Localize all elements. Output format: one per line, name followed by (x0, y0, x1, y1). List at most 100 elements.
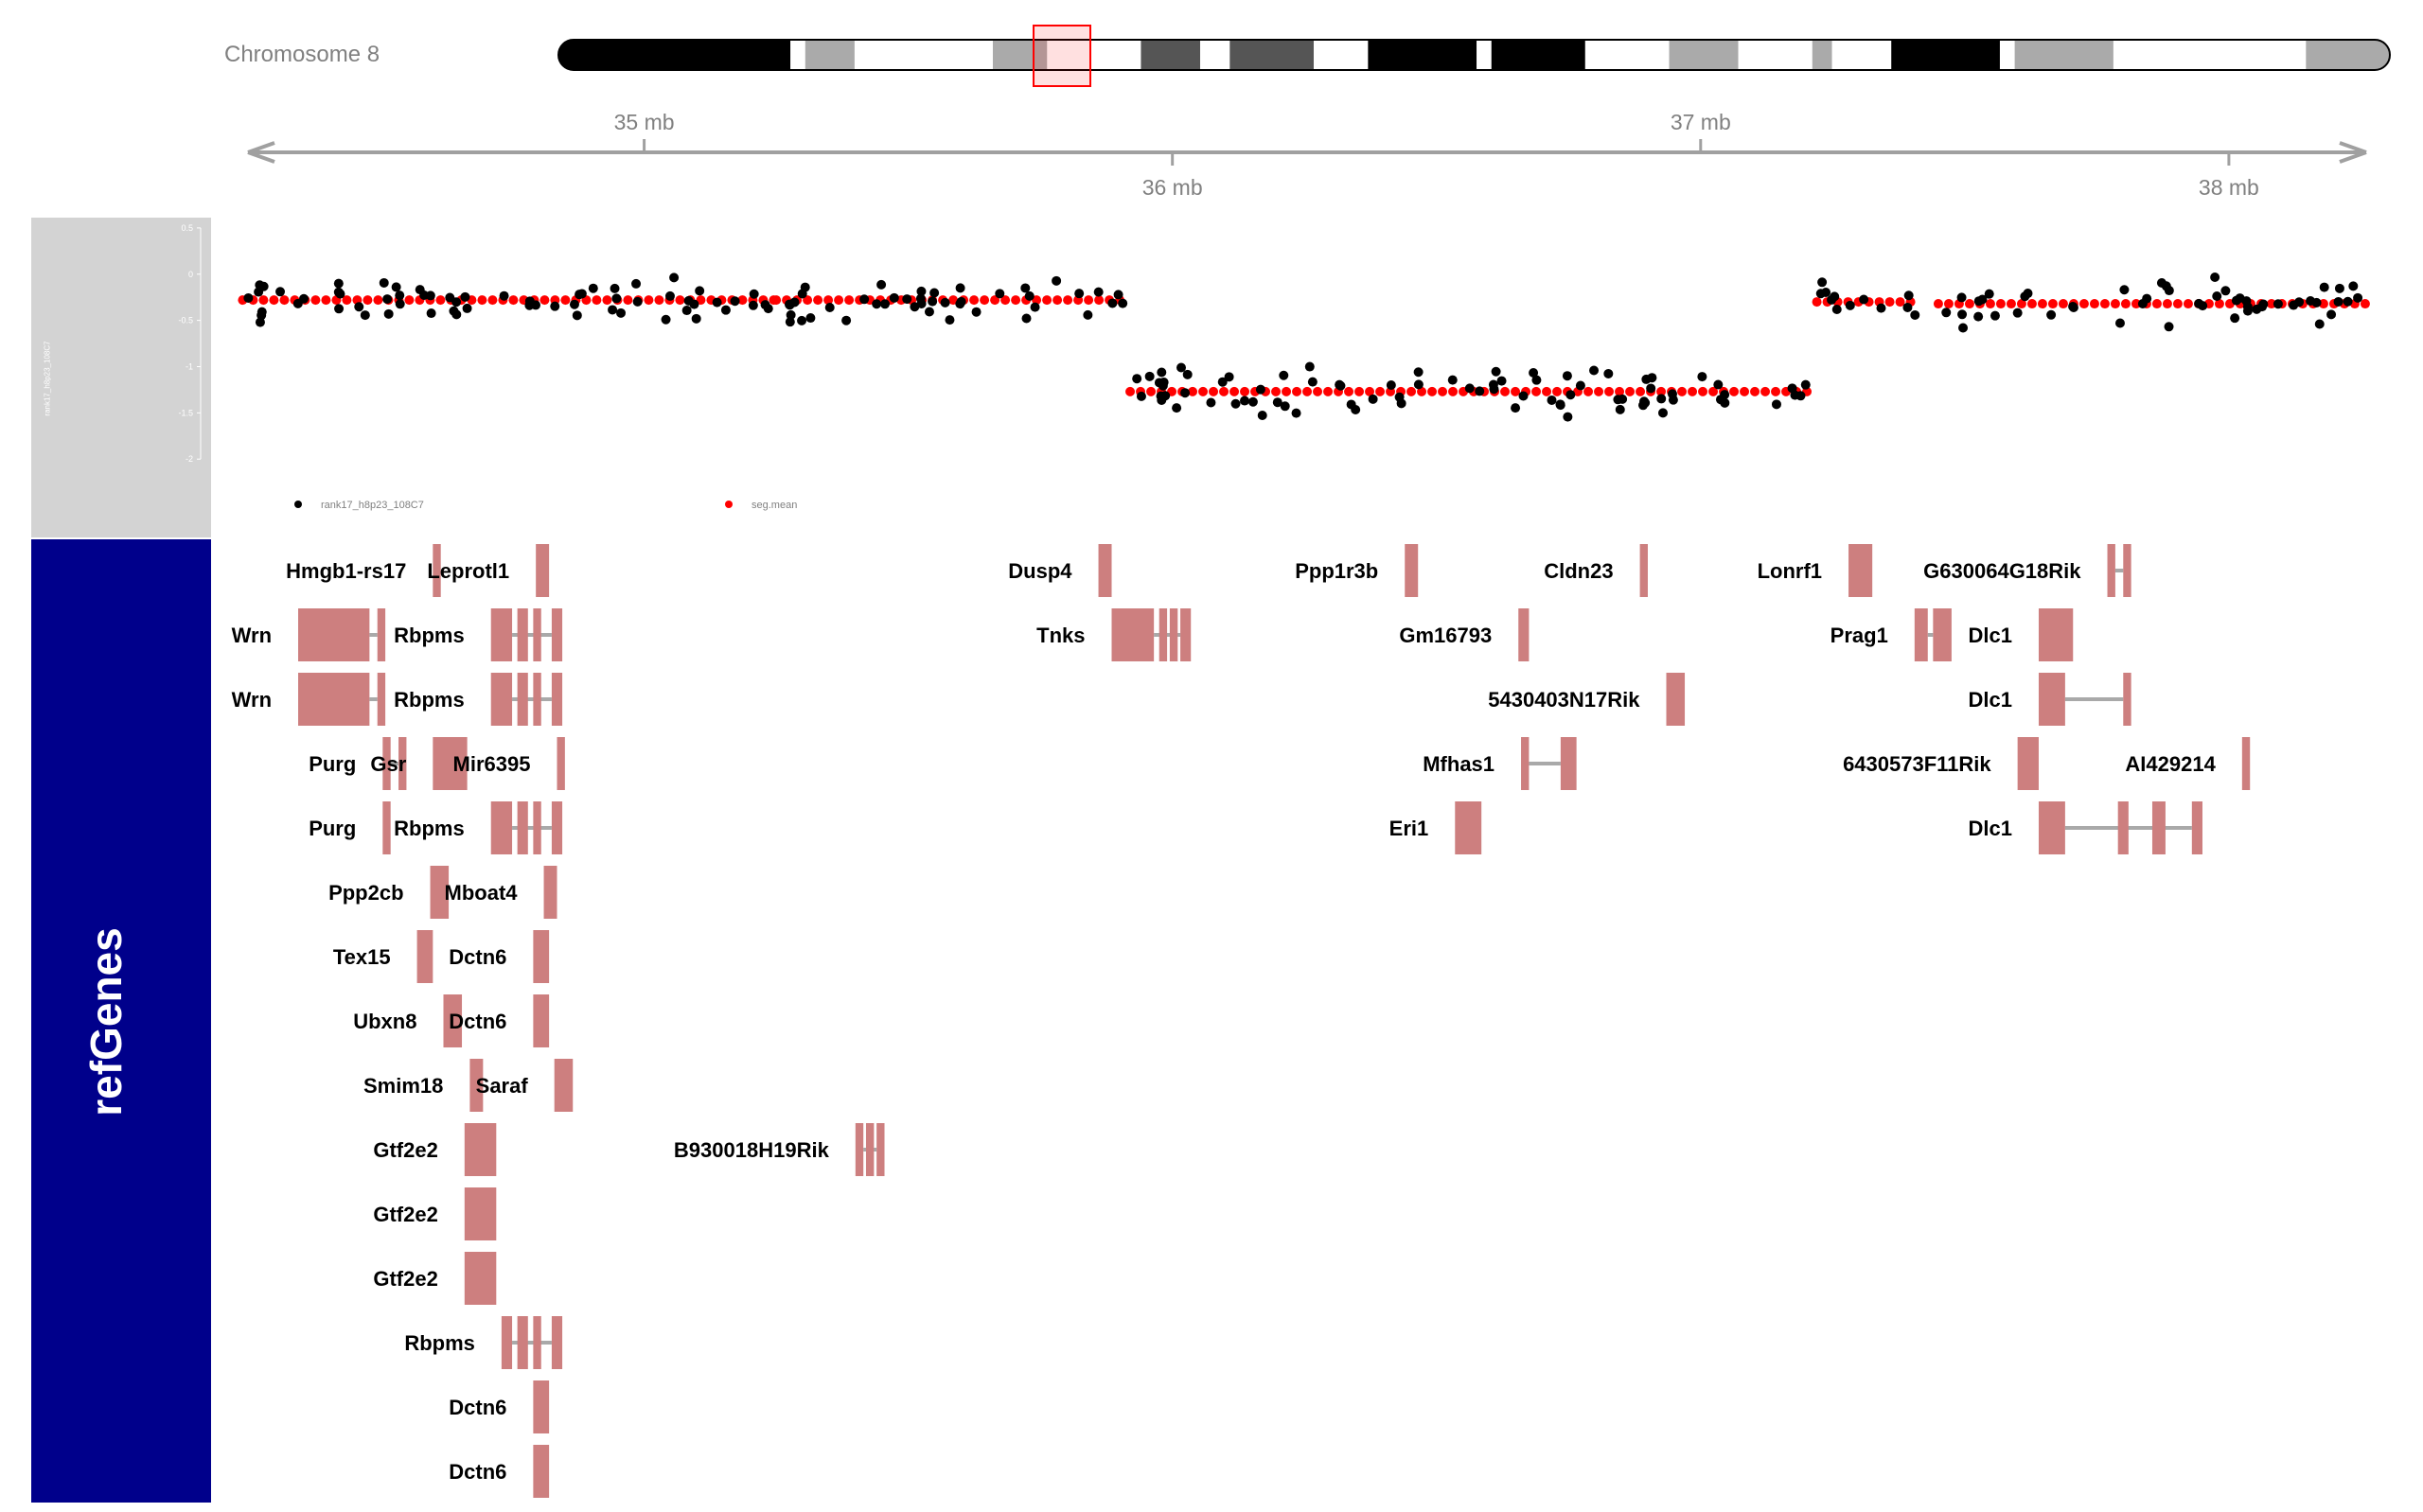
segment-mean-point (1895, 297, 1905, 308)
gene-exon (1405, 544, 1419, 597)
data-point (2220, 286, 2231, 296)
data-point (299, 293, 310, 304)
gene-exon (536, 544, 550, 597)
segment-mean-point (1209, 386, 1219, 396)
data-point (1368, 394, 1378, 404)
data-point (1052, 275, 1062, 286)
y-axis-tick-label: -0.5 (178, 316, 193, 325)
gene-label: Ppp2cb (328, 881, 403, 905)
gene-model: Hmgb1-rs17 (286, 544, 441, 597)
data-point (2046, 309, 2057, 320)
chromosome-bands (558, 40, 2390, 70)
gene-model: Tnks (1036, 608, 1192, 661)
data-point (1830, 291, 1840, 302)
chromosome-outline (557, 39, 2391, 71)
data-point (1386, 379, 1396, 390)
data-point (256, 307, 267, 317)
legend-marker (725, 501, 733, 508)
data-point (395, 290, 405, 301)
gene-model: Dlc1 (1968, 801, 2202, 854)
data-point (1132, 374, 1142, 384)
data-point (334, 304, 345, 314)
data-point (1589, 365, 1600, 376)
chromosome-band (1229, 40, 1314, 70)
gene-exon (298, 608, 370, 661)
y-axis-tick-label: -1.5 (178, 408, 193, 417)
data-point (730, 296, 740, 307)
gene-exon (490, 801, 513, 854)
segment-mean-point (623, 295, 633, 306)
chromosome-band (1891, 40, 2000, 70)
gene-exon (543, 866, 557, 919)
segment-mean-point (2099, 299, 2110, 309)
data-point (1491, 366, 1501, 377)
data-point (1093, 287, 1104, 297)
gene-model: Prag1 (1831, 608, 1952, 661)
data-point (610, 283, 620, 293)
data-point (720, 305, 731, 315)
data-point (354, 302, 364, 312)
gene-model: Saraf (476, 1059, 574, 1112)
data-point (1817, 277, 1828, 288)
chromosome-band (1738, 40, 1813, 70)
segment-mean-point (803, 295, 813, 306)
gene-exon (533, 1316, 541, 1369)
gene-label: Hmgb1-rs17 (286, 559, 406, 583)
segment-mean-point (1656, 386, 1667, 396)
gene-exon (517, 673, 528, 726)
data-point (955, 283, 965, 293)
gene-exon (490, 608, 513, 661)
segment-mean-point (1604, 386, 1615, 396)
segment-mean-point (2110, 299, 2120, 309)
gene-exon (430, 866, 450, 919)
data-point (2164, 286, 2174, 296)
data-point (255, 280, 265, 290)
data-point (1144, 371, 1155, 381)
data-point (945, 315, 955, 325)
gene-exon (416, 930, 433, 983)
gene-model: Dctn6 (449, 1380, 550, 1433)
chromosome-band (1491, 40, 1585, 70)
gene-model: Ubxn8 (353, 994, 463, 1047)
segment-mean-point (2183, 299, 2193, 309)
gene-model: Rbpms (394, 608, 563, 661)
segment-mean-point (1594, 386, 1604, 396)
chromosome-label: Chromosome 8 (224, 42, 380, 67)
segment-mean-point (1406, 386, 1417, 396)
gene-exon (2123, 544, 2131, 597)
axis-arrow-left (247, 141, 275, 164)
data-point (1639, 396, 1650, 407)
segment-mean-point (2266, 299, 2276, 309)
gene-label: Dlc1 (1968, 624, 2011, 647)
data-point (928, 296, 938, 307)
segment-mean-point (342, 295, 352, 306)
segment-mean-point (1354, 386, 1365, 396)
data-point (681, 306, 692, 316)
segment-mean-point (539, 295, 550, 306)
data-point (379, 277, 389, 288)
data-point (1118, 298, 1128, 308)
data-point (1720, 390, 1730, 400)
segment-mean-point (2026, 299, 2037, 309)
gene-exon (464, 1252, 497, 1305)
gene-label: Mboat4 (445, 881, 519, 905)
gene-label: Leprotl1 (427, 559, 509, 583)
segment-mean-point (823, 295, 834, 306)
gene-model: Mir6395 (453, 737, 565, 790)
segment-mean-point (435, 295, 446, 306)
data-point (1876, 303, 1886, 313)
segment-mean-point (487, 295, 498, 306)
data-point (1821, 288, 1831, 298)
segment-mean-point (1760, 386, 1771, 396)
gene-exon (2107, 544, 2115, 597)
data-point (876, 279, 887, 290)
gene-exon (490, 673, 513, 726)
gene-exon (551, 801, 563, 854)
segment-mean-point (1943, 299, 1954, 309)
segment-mean-point (1812, 297, 1822, 308)
segment-mean-point (1000, 295, 1011, 306)
data-point (1563, 412, 1573, 422)
gene-label: Dctn6 (449, 1396, 506, 1419)
gene-model: Leprotl1 (427, 544, 550, 597)
data-point (2231, 295, 2241, 306)
